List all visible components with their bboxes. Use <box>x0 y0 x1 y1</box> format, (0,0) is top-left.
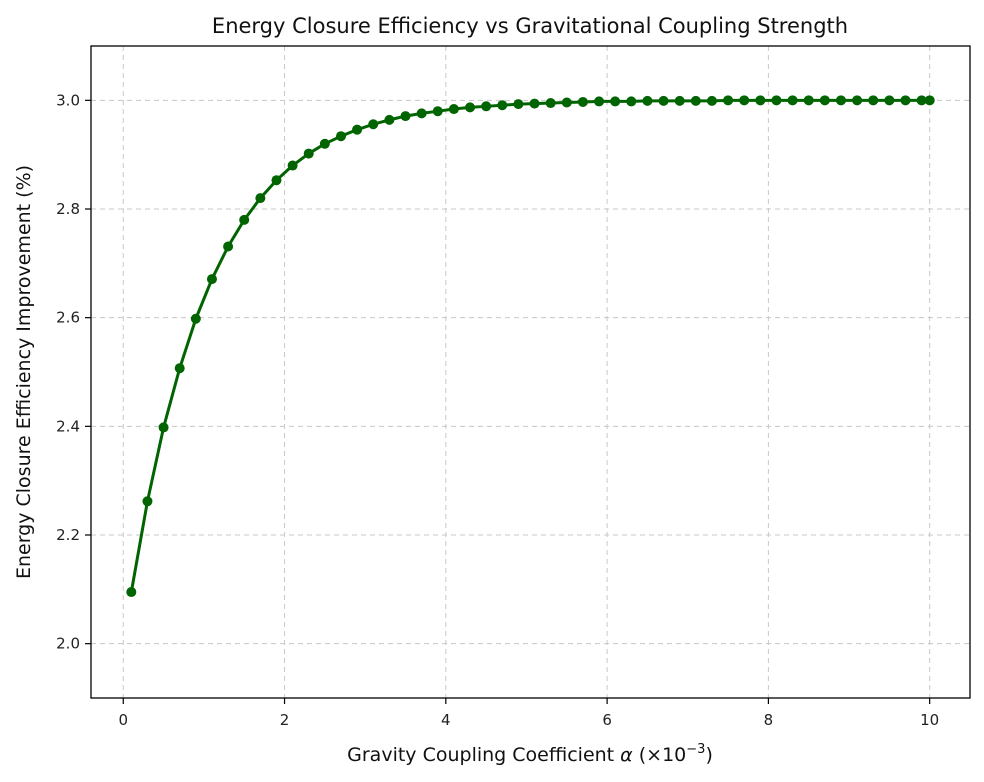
data-point <box>723 95 734 106</box>
data-point <box>271 175 282 186</box>
data-point <box>610 96 621 107</box>
data-point <box>674 95 685 106</box>
chart-title: Energy Closure Efficiency vs Gravitation… <box>212 14 848 38</box>
data-point <box>884 95 895 106</box>
data-point <box>448 104 459 115</box>
data-point <box>239 214 250 225</box>
data-point <box>287 160 298 171</box>
data-point <box>206 274 217 285</box>
data-point <box>174 363 185 374</box>
data-point <box>852 95 863 106</box>
data-point <box>416 108 427 119</box>
data-point <box>158 422 169 433</box>
data-point <box>690 95 701 106</box>
data-point <box>642 95 653 106</box>
data-point <box>190 313 201 324</box>
data-point <box>739 95 750 106</box>
x-axis-label-exponent: −3 <box>686 742 705 757</box>
data-point <box>868 95 879 106</box>
y-tick-label: 2.8 <box>56 200 80 218</box>
data-point <box>303 148 314 159</box>
series-layer <box>126 95 935 598</box>
data-point <box>755 95 766 106</box>
data-point <box>465 102 476 113</box>
x-axis-label-main: Gravity Coupling Coefficient <box>347 744 620 766</box>
data-point <box>223 241 234 252</box>
data-point <box>835 95 846 106</box>
data-point <box>255 193 266 204</box>
x-tick-label: 4 <box>441 711 451 729</box>
data-point <box>319 138 330 149</box>
data-point <box>916 95 927 106</box>
y-tick-label: 2.0 <box>56 635 80 653</box>
plot-frame <box>90 45 971 699</box>
data-point <box>561 97 572 108</box>
data-point <box>513 99 524 110</box>
data-point <box>658 95 669 106</box>
data-point <box>368 119 379 130</box>
y-tick-label: 2.2 <box>56 526 80 544</box>
x-tick-label: 6 <box>602 711 612 729</box>
data-point <box>706 95 717 106</box>
data-point <box>384 114 395 125</box>
axis-ticks: 0 2 4 6 8 10 2.0 2.2 2.4 2.6 2.8 3.0 <box>56 91 939 729</box>
x-axis-label-close: ) <box>705 744 712 766</box>
data-point <box>900 95 911 106</box>
data-point <box>577 96 588 107</box>
data-point <box>771 95 782 106</box>
x-tick-label: 2 <box>280 711 290 729</box>
x-axis-label-unit: (×10 <box>633 744 687 766</box>
data-point <box>819 95 830 106</box>
data-point <box>400 111 411 122</box>
data-point <box>497 100 508 111</box>
data-point <box>126 587 137 598</box>
data-point <box>352 124 363 135</box>
data-point <box>529 98 540 109</box>
data-point <box>335 131 346 142</box>
x-axis-label: Gravity Coupling Coefficient α (×10−3) <box>347 742 713 766</box>
data-point <box>787 95 798 106</box>
data-point <box>545 98 556 109</box>
x-tick-label: 8 <box>764 711 774 729</box>
x-tick-label: 10 <box>920 711 939 729</box>
y-axis-label: Energy Closure Efficiency Improvement (%… <box>13 165 35 579</box>
y-tick-label: 3.0 <box>56 91 80 109</box>
data-point <box>594 96 605 107</box>
y-tick-label: 2.4 <box>56 417 80 435</box>
data-point <box>481 101 492 112</box>
x-tick-label: 0 <box>118 711 128 729</box>
x-axis-label-symbol: α <box>620 744 633 766</box>
data-point <box>432 106 443 117</box>
data-point <box>924 95 935 106</box>
data-point <box>142 496 153 507</box>
y-tick-label: 2.6 <box>56 309 80 327</box>
data-point <box>803 95 814 106</box>
data-point <box>626 96 637 107</box>
